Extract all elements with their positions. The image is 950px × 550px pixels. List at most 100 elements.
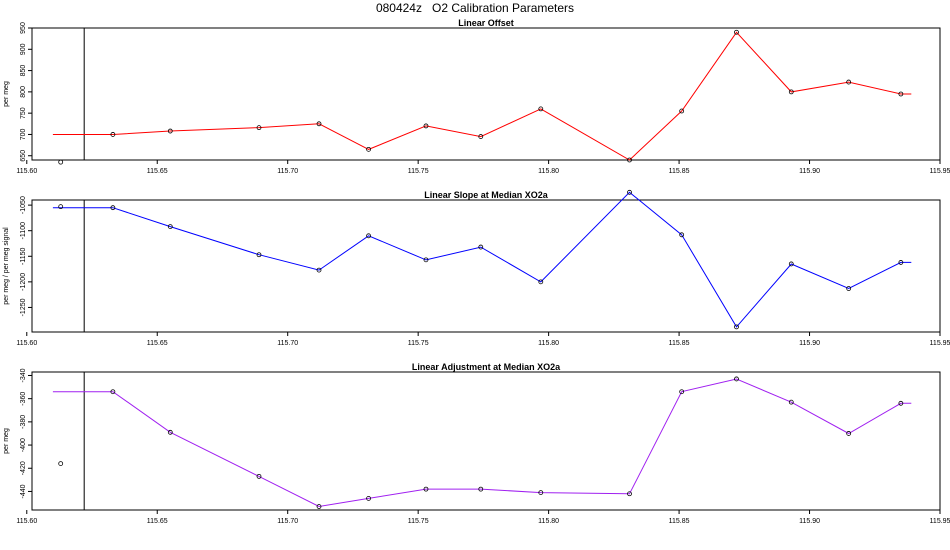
x-tick-label: 115.65: [147, 518, 168, 525]
y-tick-label: -440: [20, 484, 27, 498]
panel-2: Linear Slope at Median XO2a per meg / per…: [3, 189, 950, 347]
y-tick-label: -420: [20, 461, 27, 475]
data-point: [316, 267, 322, 273]
panel-title: Linear Offset: [458, 18, 514, 28]
y-tick-label: -380: [20, 415, 27, 429]
figure-title: 080424z O2 Calibration Parameters: [376, 1, 574, 15]
x-tick-label: 115.65: [147, 340, 168, 347]
x-tick-label: 115.90: [799, 340, 820, 347]
data-point: [58, 461, 64, 467]
data-point: [627, 491, 632, 497]
data-point: [366, 496, 371, 501]
data-point: [478, 486, 484, 492]
y-tick-label: -340: [20, 368, 27, 382]
x-tick-label: 115.60: [16, 340, 37, 347]
y-tick-label: 900: [20, 43, 27, 55]
y-tick-label: -360: [20, 392, 27, 406]
x-tick-label: 115.80: [538, 168, 559, 175]
y-axis-label: per meg / per meg signal: [3, 227, 10, 305]
data-point: [679, 232, 685, 238]
data-point: [366, 146, 371, 152]
data-point: [110, 205, 116, 211]
data-point: [110, 389, 116, 395]
data-point: [316, 121, 322, 127]
x-tick-label: 115.90: [799, 518, 820, 525]
x-tick-label: 115.85: [669, 518, 690, 525]
data-point: [898, 260, 904, 265]
y-tick-label: 650: [20, 150, 27, 162]
x-tick-label: 115.75: [408, 340, 429, 347]
data-point: [846, 431, 852, 436]
data-point: [256, 252, 262, 258]
data-point: [478, 134, 484, 139]
data-point: [167, 429, 173, 435]
data-point: [788, 89, 794, 95]
x-tick-label: 115.65: [147, 168, 168, 175]
x-tick-label: 115.70: [277, 340, 298, 347]
x-tick-label: 115.95: [930, 340, 950, 347]
x-tick-label: 115.85: [669, 340, 690, 347]
x-tick-label: 115.70: [277, 168, 298, 175]
plot-frame: [31, 371, 941, 511]
x-tick-label: 115.75: [408, 518, 429, 525]
panel-title: Linear Adjustment at Median XO2a: [412, 362, 561, 372]
data-point: [734, 29, 739, 35]
data-point: [423, 486, 429, 492]
y-axis-label: per meg: [3, 81, 10, 107]
y-tick-label: -1050: [20, 196, 27, 214]
y-tick-label: 800: [20, 86, 27, 98]
x-tick-label: 115.75: [408, 168, 429, 175]
y-axis-label: per meg: [3, 428, 10, 454]
series-line: [52, 31, 912, 161]
data-point: [898, 400, 904, 406]
data-point: [423, 257, 429, 263]
x-tick-label: 115.60: [16, 168, 37, 175]
data-point: [423, 123, 429, 129]
x-tick-label: 115.70: [277, 518, 298, 525]
y-tick-label: -1150: [20, 247, 27, 264]
x-tick-label: 115.85: [669, 168, 690, 175]
data-point: [256, 125, 262, 131]
data-point: [167, 128, 173, 134]
data-point: [679, 389, 685, 395]
x-tick-label: 115.95: [930, 518, 950, 525]
data-point: [58, 204, 64, 210]
y-tick-label: -1100: [20, 222, 27, 239]
data-point: [316, 504, 322, 509]
y-tick-label: 850: [20, 65, 27, 77]
data-point: [256, 473, 262, 479]
data-point: [538, 106, 544, 112]
series-line: [52, 378, 912, 508]
x-tick-label: 115.60: [16, 518, 37, 525]
data-point: [734, 376, 739, 382]
y-tick-label: 750: [20, 107, 27, 119]
x-tick-label: 115.80: [538, 340, 559, 347]
x-tick-label: 115.90: [799, 168, 820, 175]
data-point: [538, 279, 544, 285]
y-tick-label: -1200: [20, 273, 27, 291]
series-line: [52, 191, 912, 328]
data-point: [478, 244, 484, 250]
plot-frame: [31, 27, 941, 161]
data-point: [167, 224, 173, 230]
data-point: [58, 159, 64, 165]
x-tick-label: 115.80: [538, 518, 559, 525]
plot-frame: [31, 199, 941, 333]
data-point: [538, 490, 544, 496]
data-point: [846, 79, 852, 85]
panel-1: Linear Offset per meg 115.60 115.65 115.70 11…: [3, 18, 950, 175]
y-tick-label: 700: [20, 129, 27, 141]
y-tick-label: -1250: [20, 298, 27, 316]
data-point: [788, 261, 794, 267]
data-point: [788, 399, 794, 405]
panel-3: Linear Adjustment at Median XO2a per meg 1…: [3, 362, 950, 525]
y-tick-label: -400: [20, 438, 27, 452]
y-tick-label: 950: [20, 22, 27, 34]
data-point: [846, 286, 852, 291]
data-point: [898, 91, 904, 97]
panel-title: Linear Slope at Median XO2a: [424, 190, 549, 200]
data-point: [627, 157, 632, 163]
data-point: [734, 324, 739, 330]
data-point: [679, 108, 685, 114]
